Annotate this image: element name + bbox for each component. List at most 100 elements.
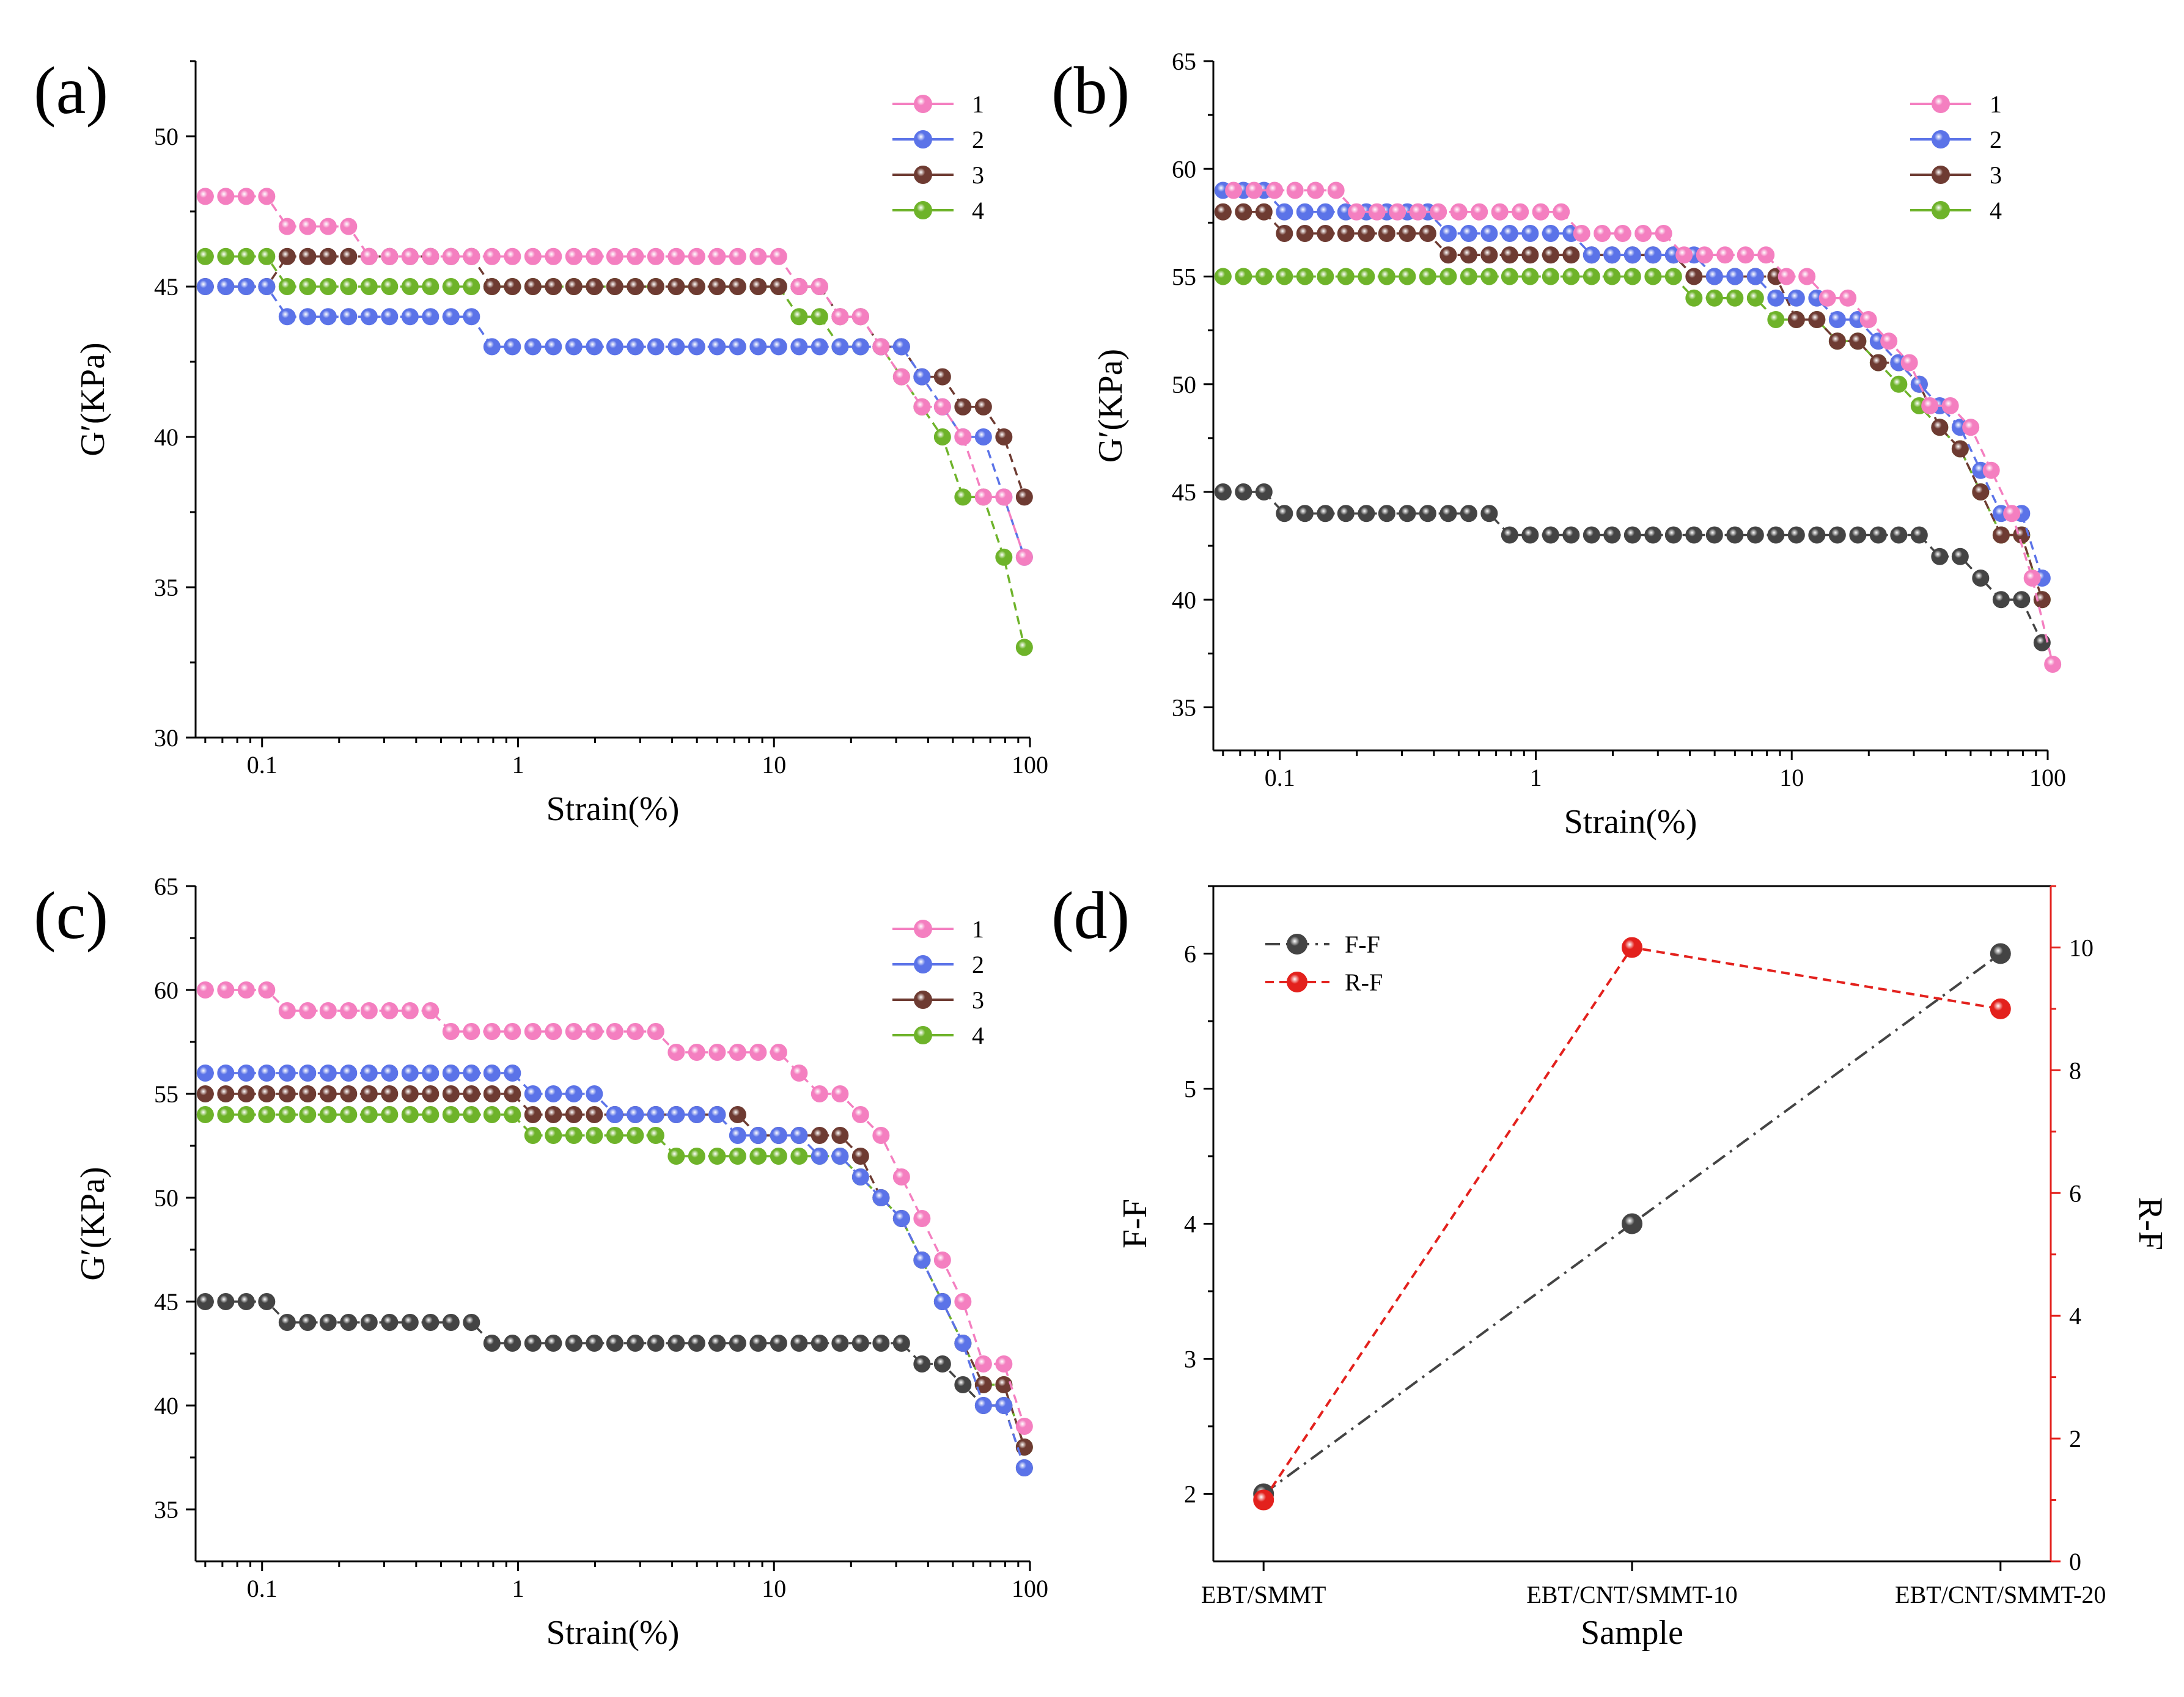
x-tick-label: 0.1 [247,751,278,779]
data-point [196,1085,214,1102]
data-point [627,1023,644,1040]
y2-tick-label: 4 [2069,1302,2081,1330]
data-point [1685,268,1703,285]
data-point [954,1293,972,1310]
data-point [627,1106,644,1123]
data-point [1787,289,1805,307]
y-tick-label: 60 [154,977,178,1004]
data-point [360,1085,378,1102]
data-point [586,1127,603,1144]
data-point [258,1065,276,1082]
series-line [1223,275,2043,600]
data-point [340,218,358,235]
data-point [442,1085,460,1102]
data-point [278,1065,296,1082]
data-point [1798,268,1816,285]
series-2 [196,278,1033,566]
data-point [954,428,972,445]
data-point [749,247,767,265]
data-point [647,278,664,295]
data-point [483,338,501,356]
series-1 [196,981,1033,1435]
data-point [954,488,972,506]
data-point [422,247,439,265]
data-point [974,1376,992,1393]
data-point [504,1065,521,1082]
data-point [831,1148,849,1165]
data-point [729,278,746,295]
data-point [729,338,746,356]
data-point [1480,225,1498,242]
data-point [1931,548,1949,565]
data-point [1869,354,1887,372]
data-point [1378,268,1395,285]
data-point [1358,505,1375,522]
legend-marker [914,95,932,113]
data-point [442,1314,460,1331]
x-tick-label: 10 [1779,764,1804,791]
data-point [237,1085,255,1102]
data-point [688,278,705,295]
data-point [1368,203,1386,221]
data-point [1726,526,1744,544]
data-point [319,1065,337,1082]
data-point [1623,268,1641,285]
data-point [892,1168,910,1186]
data-point [749,1044,767,1061]
data-point [504,1106,521,1123]
data-point [872,338,890,356]
data-point [1399,225,1416,242]
data-point [483,1106,501,1123]
data-point [667,247,685,265]
series-reference [1214,483,2051,651]
data-point [1015,548,1033,566]
data-point [217,278,235,295]
data-point [851,1168,869,1186]
data-point [667,1335,685,1352]
data-point [1348,203,1366,221]
data-point [1521,246,1539,264]
data-point [340,1002,358,1019]
data-point [1214,203,1232,221]
data-point [422,1085,439,1102]
data-point [647,247,664,265]
data-point [729,1127,746,1144]
data-point [1317,268,1334,285]
y-tick-label: 55 [154,1080,178,1108]
data-point [933,1293,951,1310]
y-axis-label: G′(KPa) [74,1167,112,1280]
data-point [299,1065,317,1082]
data-point [1358,268,1375,285]
data-point [627,1335,644,1352]
x-tick-label: 1 [1529,764,1542,791]
data-point [340,1065,358,1082]
x-tick-label: 1 [512,751,524,779]
data-point [381,247,399,265]
legend-label: 1 [1990,90,2002,118]
data-point [606,338,623,356]
panel-c-strain-sweep: 0.1 1 10 100 35 40 45 50 55 60 65 Strain(%) G′(KPa) (… [34,873,1048,1652]
data-point [442,308,460,326]
data-point [196,1293,214,1310]
data-point [1685,526,1703,544]
data-point [1562,268,1580,285]
data-point [1644,268,1662,285]
y-tick-label: 2 [1184,1481,1196,1508]
y-tick-label: 50 [154,123,178,150]
data-point [217,1085,235,1102]
y2-axis-label: R-F [2131,1197,2169,1250]
data-point [258,1293,276,1310]
data-point [831,1335,849,1352]
data-point [913,398,931,416]
data-point [1737,246,1754,264]
data-point [565,338,583,356]
data-point [299,1085,317,1102]
data-point [1603,268,1621,285]
data-point [463,1023,480,1040]
data-point [1726,268,1744,285]
data-point [258,981,276,999]
data-point [442,1023,460,1040]
data-point [1419,505,1436,522]
data-point [565,247,583,265]
data-point [1015,1439,1033,1456]
